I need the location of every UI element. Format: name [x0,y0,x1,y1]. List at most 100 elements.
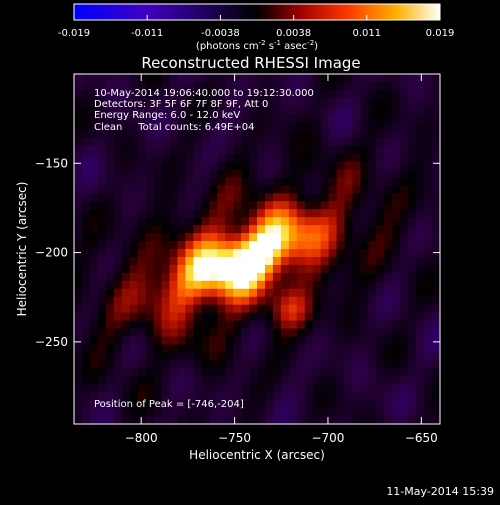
heatmap-cell [193,416,202,425]
heatmap-cell [424,177,433,186]
heatmap-cell [129,384,139,393]
heatmap-cell [432,264,441,274]
heatmap-cell [408,392,417,401]
heatmap-cell [74,288,83,298]
heatmap-cell [392,241,401,250]
heatmap-cell [97,296,107,306]
heatmap-cell [336,121,346,131]
heatmap-cell [137,288,147,298]
heatmap-cell [89,336,99,346]
heatmap-cell [328,320,338,330]
heatmap-cell [153,384,163,393]
heatmap-cell [257,209,266,218]
heatmap-cell [264,201,274,210]
heatmap-cell [81,384,91,393]
heatmap-cell [264,320,274,330]
heatmap-cell [153,352,163,361]
heatmap-cell [312,264,322,274]
heatmap-cell [249,352,258,361]
heatmap-cell [233,416,242,425]
heatmap-cell [121,89,131,99]
heatmap-cell [408,280,417,290]
heatmap-cell [89,217,99,226]
heatmap-cell [241,376,250,385]
heatmap-cell [209,288,218,298]
heatmap-cell [384,368,393,377]
heatmap-cell [320,288,330,298]
heatmap-cell [288,344,298,353]
heatmap-cell [121,392,131,401]
heatmap-cell [328,113,338,123]
heatmap-cell [296,185,306,194]
annotation-peak: Position of Peak = [-746,-204] [94,399,244,410]
heatmap-cell [97,249,107,258]
heatmap-cell [145,241,155,250]
heatmap-cell [225,408,234,417]
heatmap-cell [113,312,123,322]
heatmap-cell [352,256,362,266]
heatmap-cell [264,304,274,314]
heatmap-cell [209,392,218,401]
heatmap-cell [352,352,362,361]
heatmap-cell [352,320,362,330]
heatmap-cell [416,153,425,163]
heatmap-cell [249,241,258,250]
heatmap-cell [97,233,107,242]
heatmap-cell [400,416,409,425]
heatmap-cell [344,81,354,91]
heatmap-cell [344,129,354,139]
heatmap-cell [177,352,186,361]
heatmap-cell [392,121,401,131]
heatmap-cell [217,296,226,306]
heatmap-cell [288,225,298,234]
heatmap-cell [368,97,377,107]
heatmap-cell [328,304,338,314]
heatmap-cell [288,288,298,298]
heatmap-cell [129,288,139,298]
heatmap-cell [153,288,163,298]
heatmap-cell [81,233,91,242]
heatmap-cell [177,81,186,91]
heatmap-cell [169,209,179,218]
heatmap-cell [113,74,123,83]
heatmap-cell [288,368,298,377]
heatmap-cell [113,272,123,282]
heatmap-cell [153,161,163,171]
heatmap-cell [153,97,163,107]
heatmap-cell [360,392,369,401]
heatmap-cell [81,360,91,369]
heatmap-cell [225,153,234,163]
heatmap-cell [217,89,226,99]
heatmap-cell [344,137,354,147]
heatmap-cell [217,352,226,361]
heatmap-cell [288,249,298,258]
heatmap-cell [145,121,155,131]
heatmap-cell [360,161,369,171]
heatmap-cell [272,392,282,401]
heatmap-cell [328,416,338,425]
heatmap-cell [304,384,314,393]
heatmap-cell [145,153,155,163]
heatmap-cell [384,137,393,147]
heatmap-cell [257,416,266,425]
heatmap-cell [201,241,210,250]
heatmap-cell [360,177,369,186]
heatmap-cell [89,376,99,385]
heatmap-cell [225,185,234,194]
heatmap-cell [137,376,147,385]
heatmap-cell [280,137,290,147]
heatmap-cell [74,400,83,409]
heatmap-cell [161,264,171,274]
heatmap-cell [344,352,354,361]
heatmap-cell [320,225,330,234]
heatmap-cell [296,74,306,83]
heatmap-cell [328,392,338,401]
heatmap-cell [89,264,99,274]
heatmap-cell [177,328,186,338]
heatmap-cell [368,320,377,330]
heatmap-cell [249,392,258,401]
heatmap-cell [153,272,163,282]
heatmap-cell [121,177,131,186]
heatmap-cell [185,153,194,163]
heatmap-cell [89,97,99,107]
